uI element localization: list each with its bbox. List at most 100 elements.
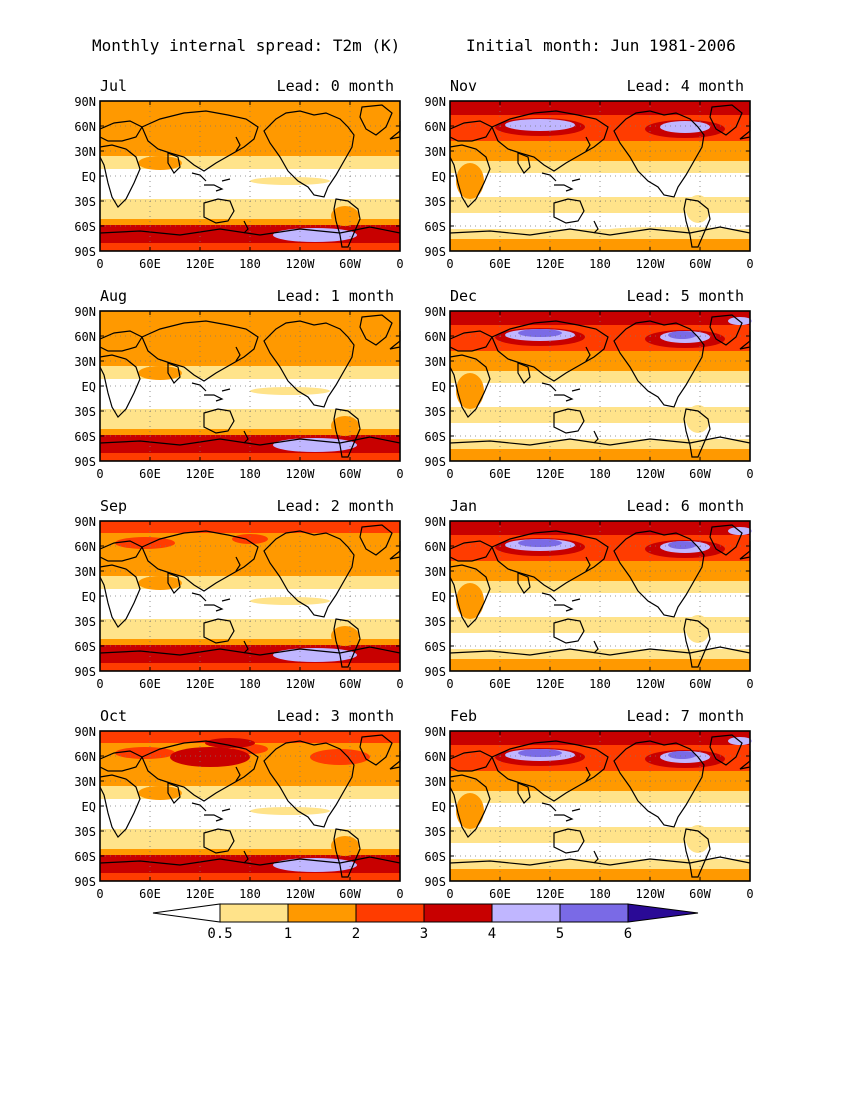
colorbar: 0.5 1 2 3 4 5 6 bbox=[152, 903, 699, 942]
lat-label: 30S bbox=[74, 615, 96, 629]
panel-lead: Lead: 0 month bbox=[277, 77, 394, 95]
colorbar-label: 3 bbox=[420, 926, 428, 942]
lon-label: 0 bbox=[396, 677, 403, 691]
lon-label: 60W bbox=[689, 887, 711, 901]
lon-label: 120W bbox=[286, 257, 316, 271]
lat-label: 60S bbox=[424, 430, 446, 444]
lat-label: 90S bbox=[424, 875, 446, 889]
lat-label: 30N bbox=[74, 355, 96, 369]
lat-label: 30S bbox=[74, 825, 96, 839]
panel-lead: Lead: 1 month bbox=[277, 287, 394, 305]
lon-label: 60E bbox=[489, 677, 511, 691]
lat-label: EQ bbox=[432, 800, 446, 814]
lon-label: 180 bbox=[239, 257, 261, 271]
lon-label: 180 bbox=[589, 677, 611, 691]
lon-label: 0 bbox=[96, 467, 103, 481]
tick-marks bbox=[449, 730, 751, 882]
lon-label: 120W bbox=[636, 677, 666, 691]
tick-marks bbox=[99, 310, 401, 462]
lon-label: 120W bbox=[286, 887, 316, 901]
lat-label: EQ bbox=[82, 380, 96, 394]
colorbar-swatch bbox=[559, 903, 629, 923]
lon-label: 120E bbox=[186, 257, 215, 271]
lat-label: EQ bbox=[432, 170, 446, 184]
lon-label: 0 bbox=[396, 257, 403, 271]
lon-label: 60E bbox=[489, 887, 511, 901]
figure-subtitle: Initial month: Jun 1981-2006 bbox=[466, 36, 736, 55]
lat-label: 60S bbox=[74, 850, 96, 864]
lat-label: 90N bbox=[74, 515, 96, 529]
lon-label: 120W bbox=[286, 467, 316, 481]
panel-lead: Lead: 2 month bbox=[277, 497, 394, 515]
colorbar-low-arrow bbox=[152, 903, 221, 923]
lon-label: 0 bbox=[746, 887, 753, 901]
panel-month: Aug bbox=[100, 287, 127, 305]
lat-label: 30N bbox=[74, 775, 96, 789]
lon-label: 0 bbox=[446, 677, 453, 691]
tick-marks bbox=[449, 310, 751, 462]
figure-title: Monthly internal spread: T2m (K) bbox=[92, 36, 400, 55]
lon-label: 120W bbox=[636, 257, 666, 271]
lon-label: 0 bbox=[396, 887, 403, 901]
tick-marks bbox=[99, 730, 401, 882]
colorbar-label: 0.5 bbox=[207, 926, 232, 942]
lat-label: 90S bbox=[424, 665, 446, 679]
lat-label: 90N bbox=[424, 515, 446, 529]
colorbar-label: 6 bbox=[624, 926, 632, 942]
lat-label: 30S bbox=[424, 615, 446, 629]
lat-label: 60N bbox=[74, 750, 96, 764]
panel-lead: Lead: 5 month bbox=[627, 287, 744, 305]
lat-label: 90S bbox=[74, 455, 96, 469]
lat-label: 30N bbox=[424, 565, 446, 579]
lon-label: 120W bbox=[286, 677, 316, 691]
lat-label: 60N bbox=[424, 330, 446, 344]
lon-label: 60W bbox=[339, 257, 361, 271]
panel-lead: Lead: 6 month bbox=[627, 497, 744, 515]
lon-label: 0 bbox=[96, 677, 103, 691]
lon-label: 120E bbox=[536, 677, 565, 691]
colorbar-swatch bbox=[355, 903, 425, 923]
lon-label: 120E bbox=[536, 257, 565, 271]
colorbar-label: 2 bbox=[352, 926, 360, 942]
lat-label: 60S bbox=[424, 640, 446, 654]
panel-month: Feb bbox=[450, 707, 477, 725]
tick-marks bbox=[449, 520, 751, 672]
lat-label: 30N bbox=[74, 565, 96, 579]
lat-label: 30N bbox=[424, 775, 446, 789]
lat-label: 30N bbox=[424, 145, 446, 159]
lon-label: 60W bbox=[339, 467, 361, 481]
lon-label: 60E bbox=[139, 467, 161, 481]
lon-label: 0 bbox=[446, 467, 453, 481]
graticule bbox=[450, 731, 750, 881]
lon-label: 60E bbox=[139, 257, 161, 271]
graticule bbox=[100, 521, 400, 671]
colorbar-swatch bbox=[423, 903, 493, 923]
lat-label: 60S bbox=[424, 220, 446, 234]
lon-label: 60W bbox=[339, 887, 361, 901]
lon-label: 120W bbox=[636, 467, 666, 481]
lon-label: 180 bbox=[239, 677, 261, 691]
lon-label: 0 bbox=[746, 467, 753, 481]
lon-label: 60E bbox=[489, 467, 511, 481]
lat-label: 90N bbox=[424, 95, 446, 109]
lat-label: 90N bbox=[74, 725, 96, 739]
lon-label: 60W bbox=[689, 677, 711, 691]
lat-label: 30N bbox=[424, 355, 446, 369]
lon-label: 180 bbox=[239, 887, 261, 901]
lat-label: EQ bbox=[82, 590, 96, 604]
lon-label: 180 bbox=[239, 467, 261, 481]
colorbar-label: 1 bbox=[284, 926, 292, 942]
lat-label: 30S bbox=[74, 405, 96, 419]
lat-label: 90S bbox=[74, 245, 96, 259]
lat-label: 90N bbox=[74, 95, 96, 109]
lon-label: 0 bbox=[396, 467, 403, 481]
tick-marks bbox=[99, 520, 401, 672]
lat-label: 90S bbox=[424, 245, 446, 259]
